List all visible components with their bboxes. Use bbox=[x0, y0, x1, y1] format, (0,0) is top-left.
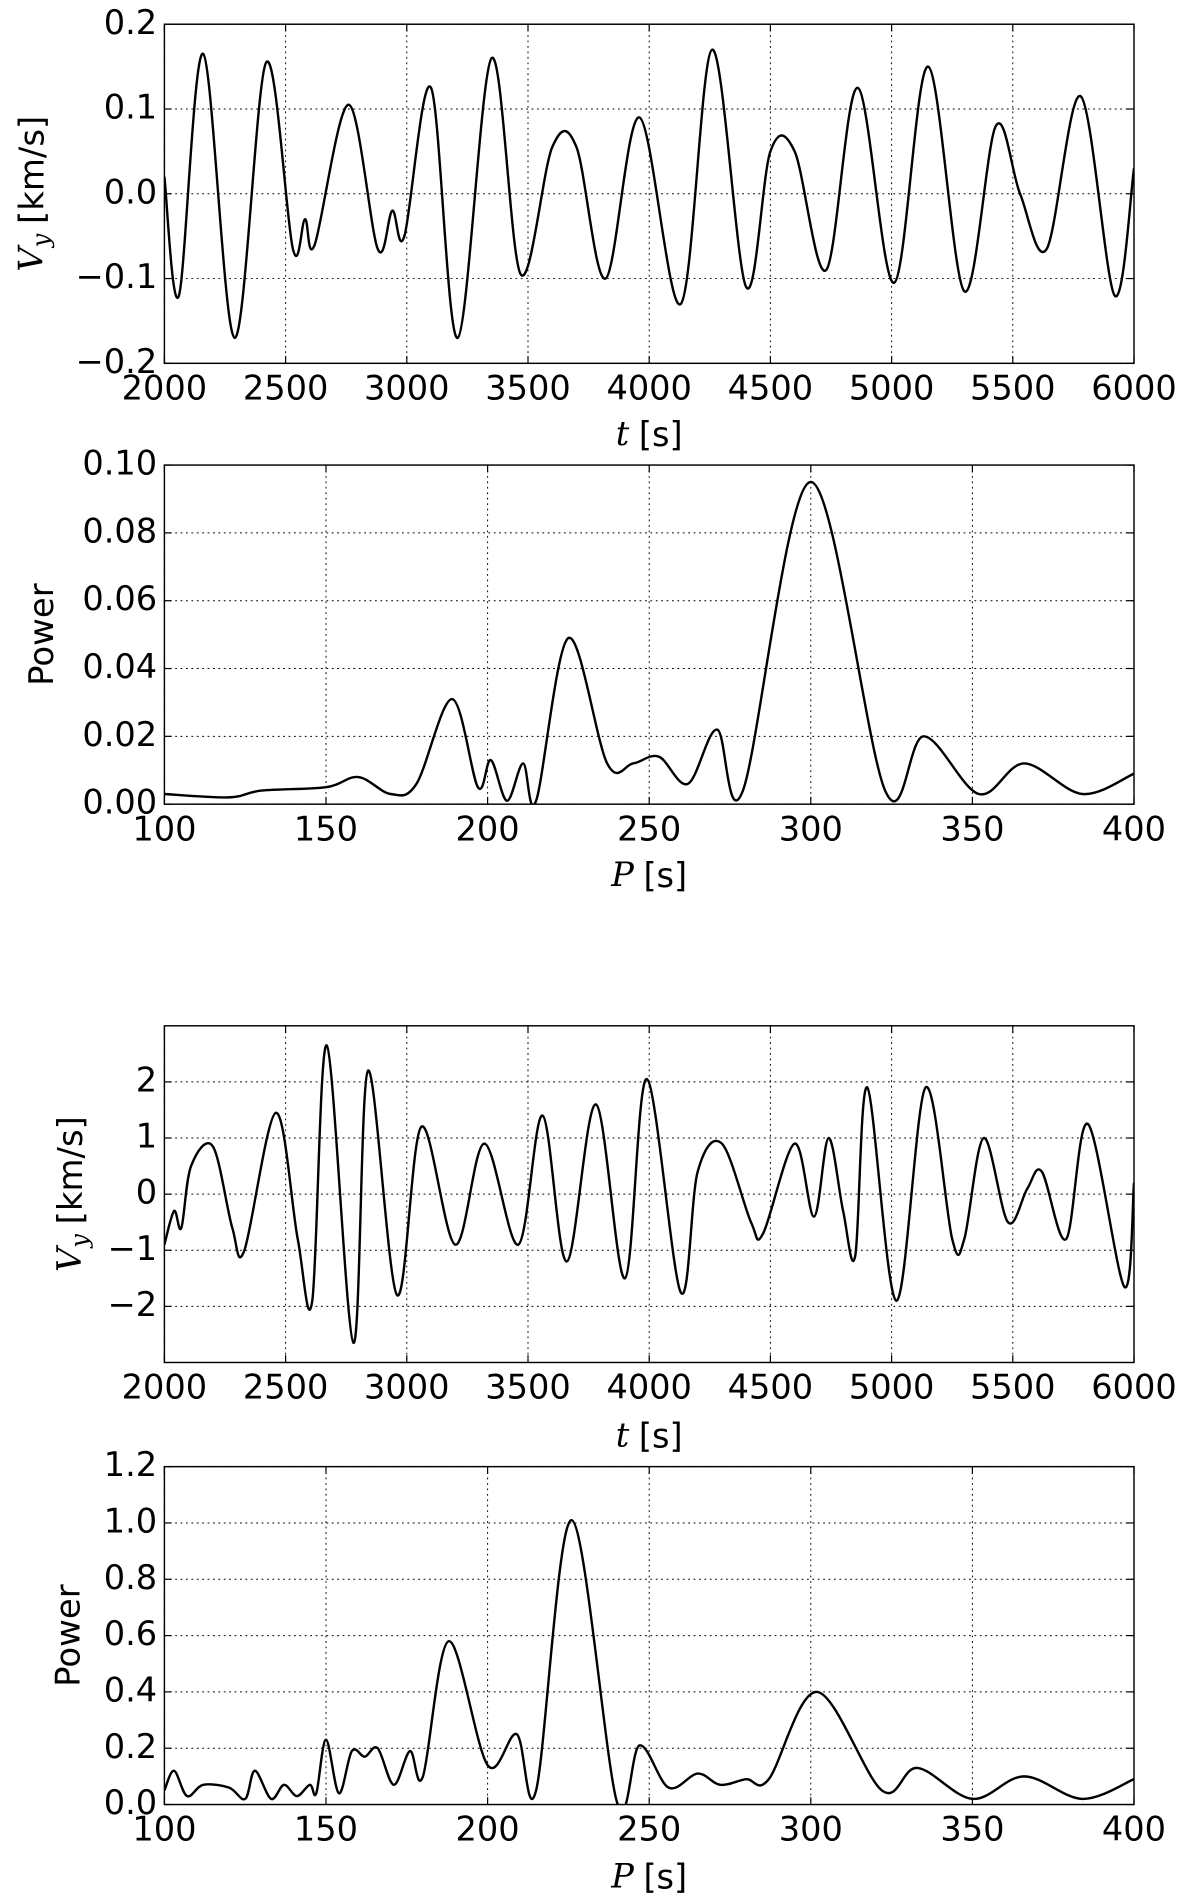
x-tick-label: 350 bbox=[940, 1810, 1004, 1849]
label-part: [s] bbox=[643, 1857, 687, 1896]
x-tick-label: 300 bbox=[779, 1810, 843, 1849]
plot-frame bbox=[163, 1025, 1135, 1364]
label-part: P bbox=[610, 1856, 635, 1895]
plot-frame bbox=[163, 464, 1135, 805]
y-tick-label: 0.6 bbox=[104, 1614, 157, 1653]
x-tick-label: 150 bbox=[294, 1810, 358, 1849]
y-axis-label: Vy [km/s] bbox=[50, 1116, 93, 1272]
y-axis-label: Vy [km/s] bbox=[12, 116, 55, 272]
label-part: t bbox=[616, 414, 630, 453]
y-tick-label: −0.2 bbox=[76, 342, 158, 381]
y-tick-label: 0.06 bbox=[82, 579, 157, 618]
x-tick-label: 3000 bbox=[364, 368, 450, 407]
x-tick-label: 2000 bbox=[122, 368, 208, 407]
data-line bbox=[164, 1518, 1134, 1805]
y-tick-label: 0.04 bbox=[82, 647, 157, 686]
x-tick-label: 4000 bbox=[606, 368, 692, 407]
y-tick-label: 1 bbox=[136, 1116, 157, 1155]
y-tick-label: 1.0 bbox=[104, 1501, 157, 1540]
x-tick-label: 3500 bbox=[485, 368, 571, 407]
label-part: [km/s] bbox=[12, 116, 51, 224]
x-tick-label: 100 bbox=[132, 1810, 196, 1849]
label-part: y bbox=[65, 1234, 93, 1249]
y-tick-label: 0.0 bbox=[104, 172, 157, 211]
y-tick-label: 2 bbox=[136, 1060, 157, 1099]
x-tick-label: 5000 bbox=[849, 1368, 935, 1407]
x-tick-label: 5000 bbox=[849, 368, 935, 407]
x-tick-label: 100 bbox=[132, 809, 196, 848]
y-tick-label: 0.1 bbox=[104, 87, 157, 126]
x-axis-label: P [s] bbox=[610, 855, 687, 895]
label-part: [s] bbox=[643, 855, 687, 894]
label-part: [km/s] bbox=[51, 1116, 90, 1224]
y-axis-label: Power bbox=[48, 1584, 87, 1687]
x-tick-label: 4500 bbox=[728, 1368, 814, 1407]
y-axis-label: Power bbox=[22, 583, 61, 686]
y-tick-label: 0.08 bbox=[82, 511, 157, 550]
plot-frame bbox=[163, 23, 1135, 365]
data-line bbox=[164, 480, 1134, 805]
x-tick-label: 3500 bbox=[485, 1368, 571, 1407]
x-axis-label: P [s] bbox=[610, 1856, 687, 1896]
x-tick-label: 4000 bbox=[606, 1368, 692, 1407]
x-axis-label: t [s] bbox=[616, 1415, 683, 1455]
data-line bbox=[164, 1044, 1134, 1345]
label-part: y bbox=[27, 233, 55, 248]
y-tick-label: −0.1 bbox=[76, 257, 158, 296]
x-tick-label: 6000 bbox=[1091, 1368, 1177, 1407]
data-line bbox=[164, 48, 1134, 340]
label-part: [s] bbox=[639, 1416, 683, 1455]
y-tick-label: 0.2 bbox=[104, 1727, 157, 1766]
x-tick-label: 5500 bbox=[970, 1368, 1056, 1407]
y-tick-label: −2 bbox=[108, 1285, 158, 1324]
x-tick-label: 250 bbox=[617, 809, 681, 848]
label-part: [s] bbox=[639, 414, 683, 453]
y-tick-label: 0.02 bbox=[82, 715, 157, 754]
label-part: Power bbox=[48, 1584, 87, 1687]
x-axis-label: t [s] bbox=[616, 414, 683, 454]
y-tick-label: 0.2 bbox=[104, 3, 157, 42]
y-tick-label: 0.4 bbox=[104, 1670, 157, 1709]
x-tick-label: 3000 bbox=[364, 1368, 450, 1407]
x-tick-label: 350 bbox=[940, 809, 1004, 848]
x-tick-label: 2500 bbox=[243, 368, 329, 407]
label-part: V bbox=[12, 244, 51, 272]
x-tick-label: 6000 bbox=[1091, 368, 1177, 407]
x-tick-label: 150 bbox=[294, 809, 358, 848]
y-tick-label: 0.10 bbox=[82, 443, 157, 482]
x-tick-label: 200 bbox=[456, 1810, 520, 1849]
label-part: t bbox=[616, 1415, 630, 1454]
x-tick-label: 2000 bbox=[122, 1368, 208, 1407]
x-tick-label: 300 bbox=[779, 809, 843, 848]
x-tick-label: 400 bbox=[1102, 809, 1166, 848]
x-tick-label: 5500 bbox=[970, 368, 1056, 407]
y-tick-label: 0.8 bbox=[104, 1558, 157, 1597]
label-part: Power bbox=[22, 583, 61, 686]
x-tick-label: 4500 bbox=[728, 368, 814, 407]
x-tick-label: 200 bbox=[456, 809, 520, 848]
y-tick-label: −1 bbox=[108, 1229, 158, 1268]
label-part: P bbox=[610, 855, 635, 894]
y-tick-label: 0 bbox=[136, 1173, 157, 1212]
y-tick-label: 1.2 bbox=[104, 1445, 157, 1484]
plot-frame bbox=[163, 1465, 1135, 1806]
x-tick-label: 2500 bbox=[243, 1368, 329, 1407]
x-tick-label: 400 bbox=[1102, 1810, 1166, 1849]
y-tick-label: 0.0 bbox=[104, 1783, 157, 1822]
label-part: V bbox=[50, 1244, 89, 1272]
y-tick-label: 0.00 bbox=[82, 783, 157, 822]
x-tick-label: 250 bbox=[617, 1810, 681, 1849]
